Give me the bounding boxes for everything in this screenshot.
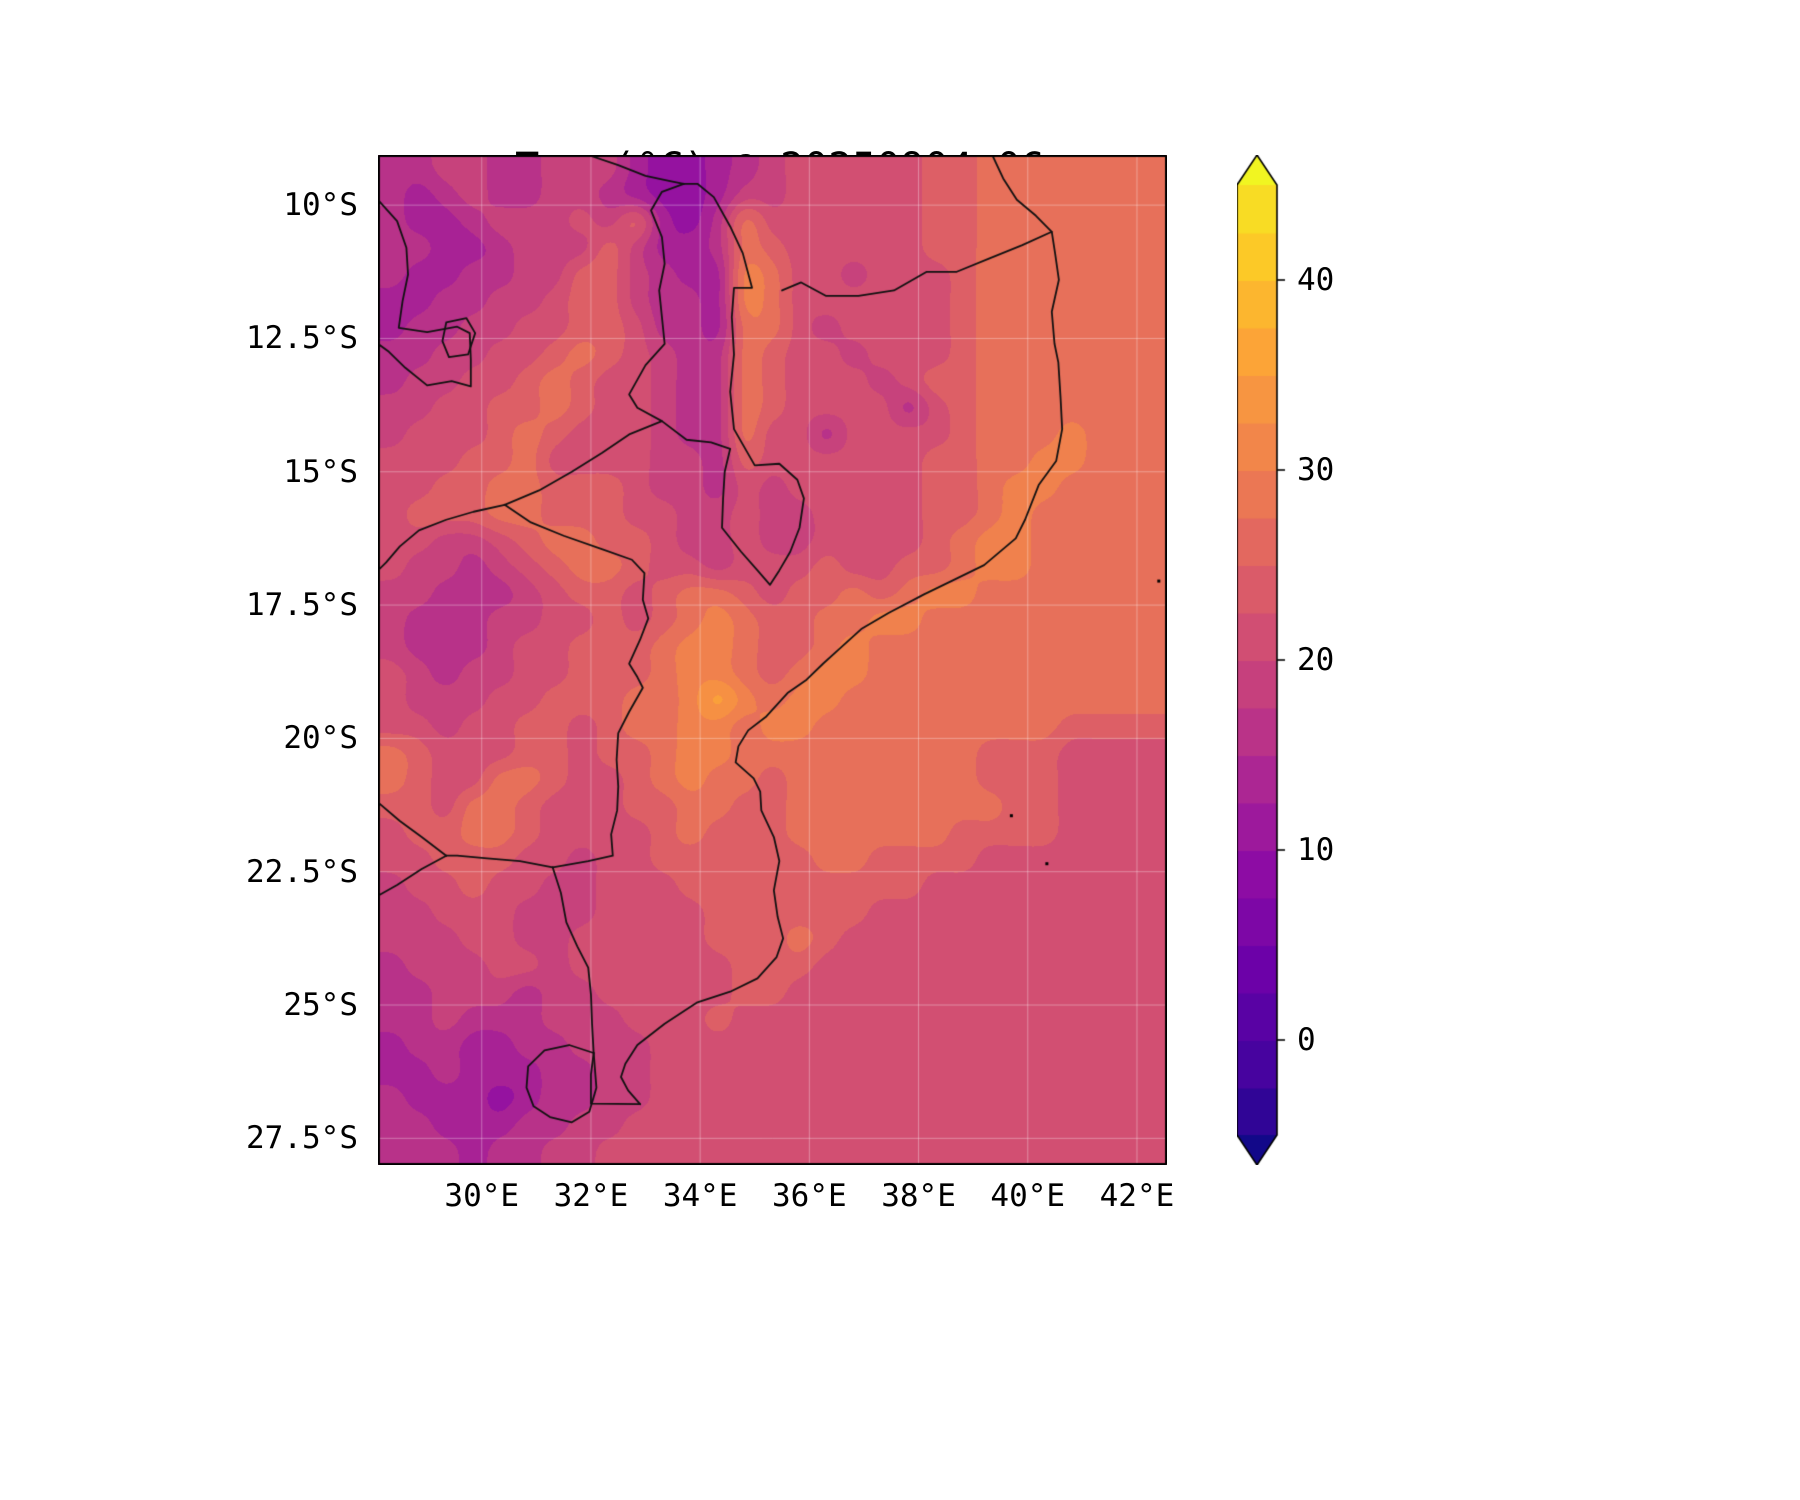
x-tick-label: 42°E: [1099, 1178, 1175, 1214]
x-tick-label: 32°E: [553, 1178, 629, 1214]
colorbar-tick-label: 40: [1297, 262, 1335, 298]
y-tick-label: 15°S: [283, 453, 358, 490]
colorbar-tick-label: 0: [1297, 1022, 1316, 1058]
y-tick-label: 10°S: [283, 187, 358, 224]
colorbar-tick-label: 30: [1297, 452, 1335, 488]
y-tick-label: 12.5°S: [246, 320, 358, 357]
x-tick-label: 40°E: [990, 1178, 1066, 1214]
y-tick-label: 22.5°S: [246, 853, 358, 890]
colorbar-tick-label: 10: [1297, 832, 1335, 868]
colorbar-tick-label: 20: [1297, 642, 1335, 678]
y-tick-label: 17.5°S: [246, 587, 358, 624]
y-tick-label: 20°S: [283, 720, 358, 757]
y-tick-label: 25°S: [283, 987, 358, 1024]
x-tick-label: 30°E: [444, 1178, 520, 1214]
map-canvas: [378, 155, 1167, 1165]
x-tick-label: 36°E: [772, 1178, 847, 1214]
x-tick-label: 34°E: [662, 1178, 738, 1214]
colorbar-canvas: [1237, 155, 1307, 1165]
x-tick-label: 38°E: [881, 1178, 956, 1214]
y-tick-label: 27.5°S: [246, 1120, 358, 1157]
